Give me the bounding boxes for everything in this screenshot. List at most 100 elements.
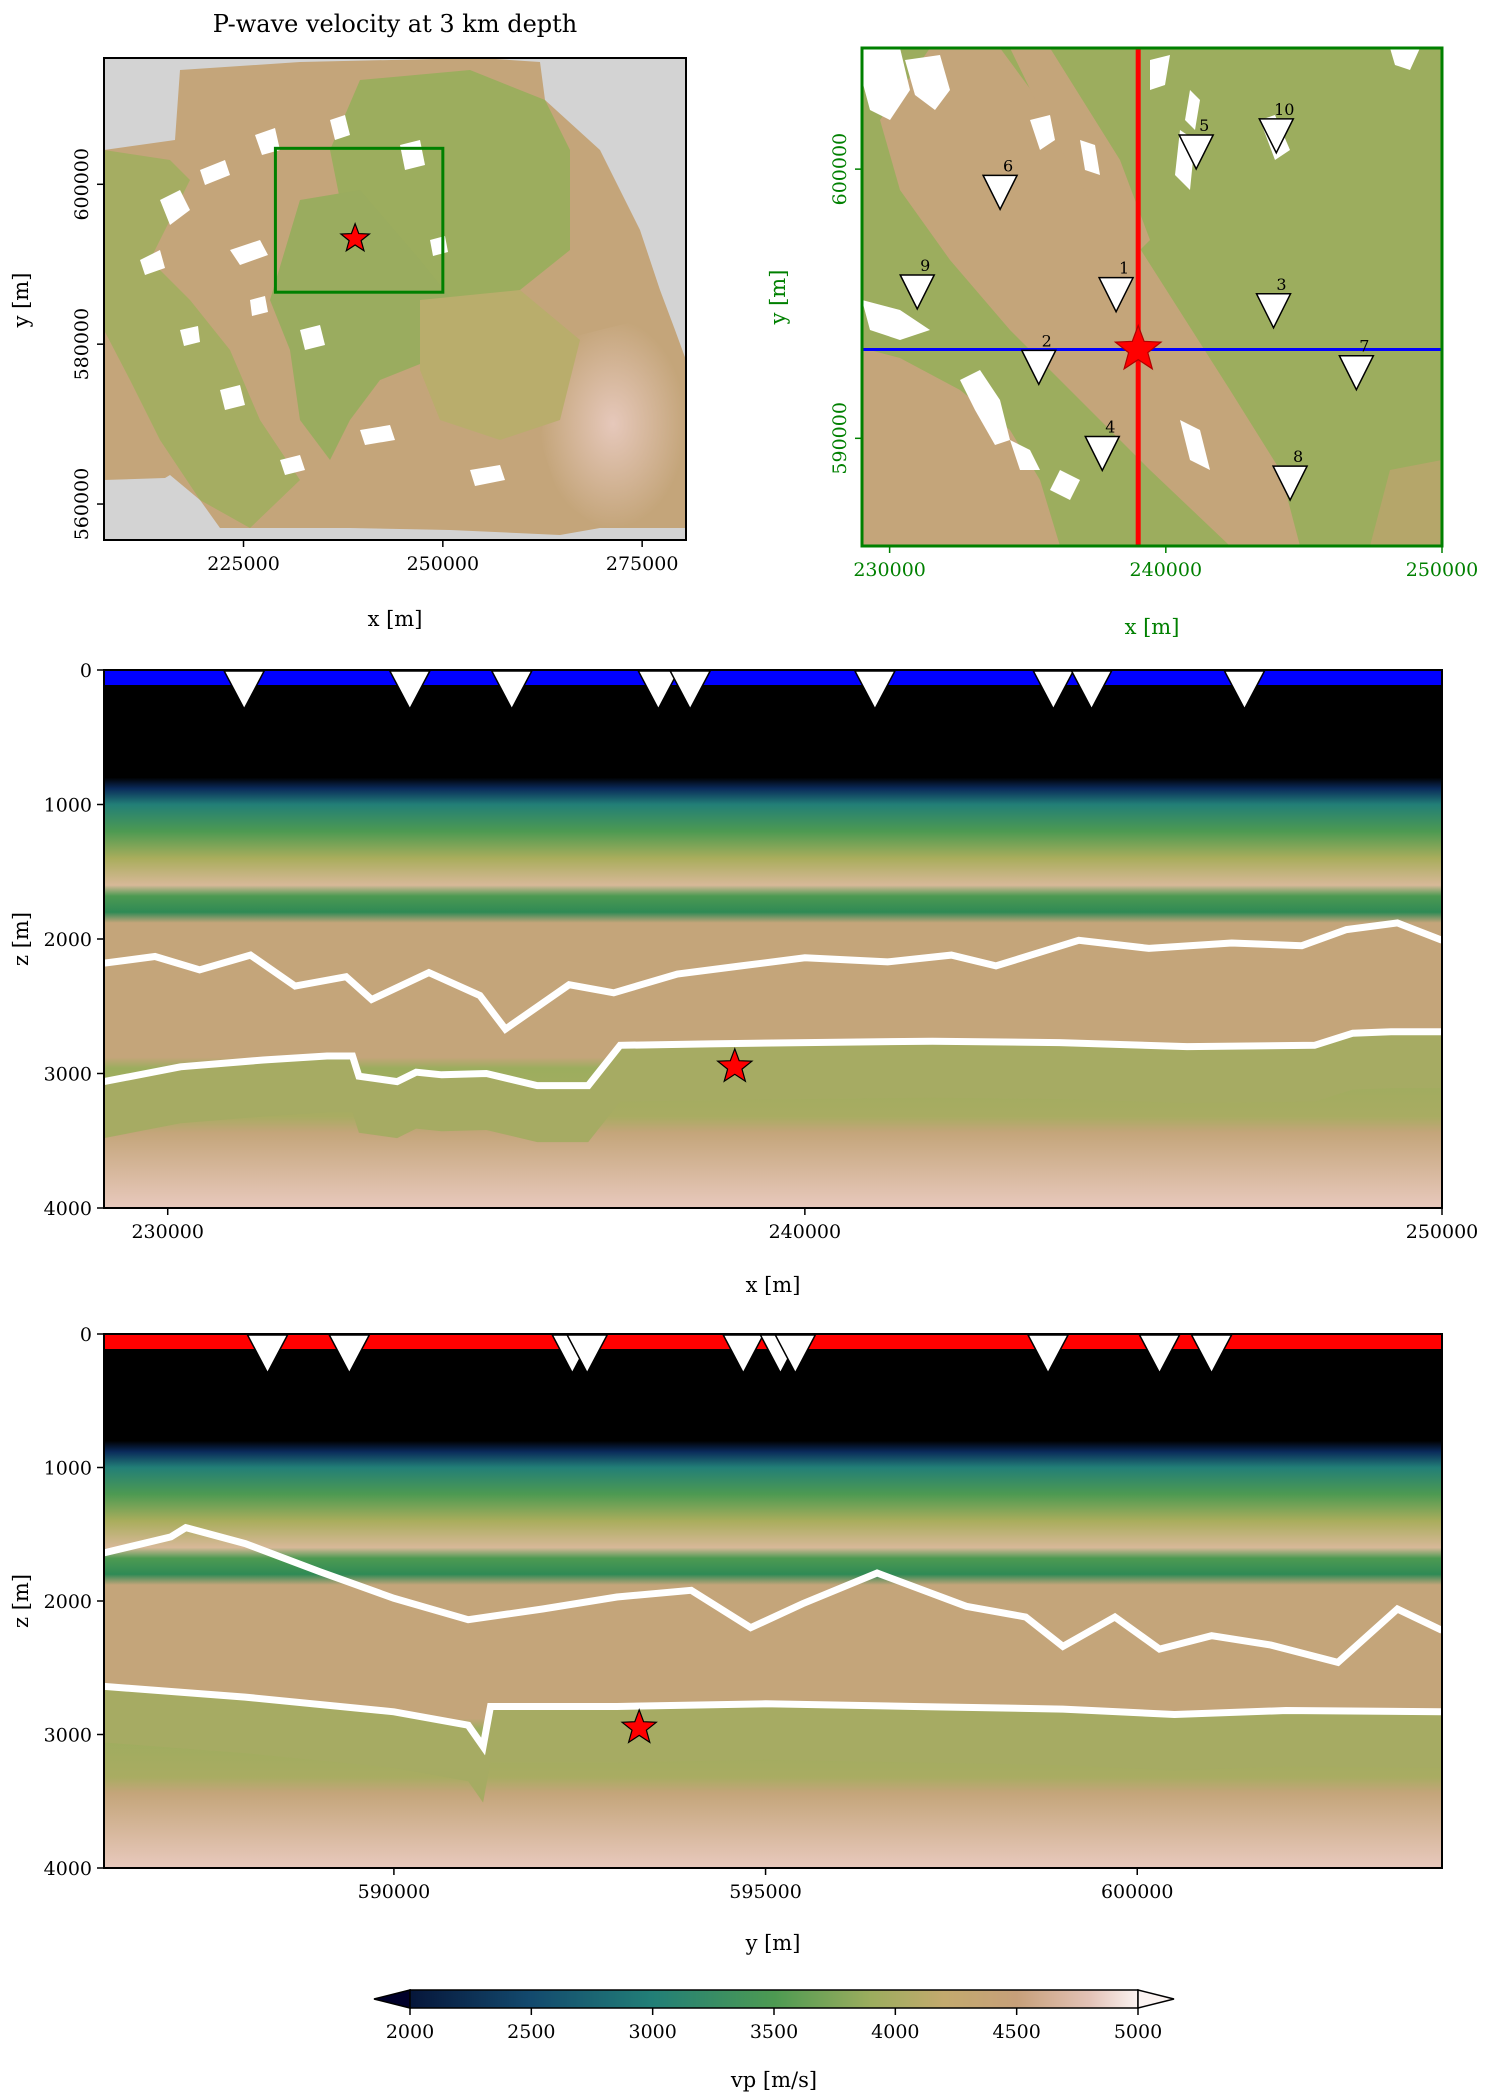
section-x-interface-deep xyxy=(104,1028,1442,1090)
map-source-star xyxy=(339,221,372,253)
map-y-tick-label: 600000 xyxy=(71,148,93,221)
map-title: P-wave velocity at 3 km depth xyxy=(213,10,577,38)
map-panel: P-wave velocity at 3 km depth xyxy=(9,10,687,631)
section-x-z-tick-label: 3000 xyxy=(44,1064,92,1086)
map-region-green-centre xyxy=(270,190,460,460)
zoom-x-ticks: 230000 240000 250000 xyxy=(853,546,1478,581)
zoom-ylabel: y [m] xyxy=(766,270,790,326)
section-x-field xyxy=(104,670,1442,1208)
map-x-tick-label: 275000 xyxy=(606,553,679,575)
section-y-x-ticks: 590000 595000 600000 xyxy=(358,1868,1174,1903)
zoom-xlabel: x [m] xyxy=(1125,615,1180,639)
map-x-tick-label: 225000 xyxy=(207,553,280,575)
map-ylabel: y [m] xyxy=(9,273,33,329)
map-region-green-w xyxy=(104,150,300,528)
station-label: 7 xyxy=(1359,337,1369,356)
map-zoom-box xyxy=(273,146,445,294)
source-star xyxy=(339,221,372,253)
section-x-x-ticks: 230000 240000 250000 xyxy=(131,1208,1478,1243)
section-x-interface-shallow xyxy=(104,919,1442,1034)
station-label: 1 xyxy=(1119,259,1129,278)
colorbar-bar xyxy=(409,1989,1139,2009)
section-y-z-tick-label: 0 xyxy=(80,1324,92,1346)
map-region-green-se xyxy=(420,290,580,440)
section-y-z-tick-label: 2000 xyxy=(44,1591,92,1613)
station-label: 9 xyxy=(920,256,930,275)
station-label: 10 xyxy=(1274,100,1294,119)
zoom-stations: 1 2 3 4 5 6 7 8 9 10 xyxy=(899,100,1375,502)
source-star xyxy=(1113,323,1163,371)
colorbar-tick-label: 3500 xyxy=(750,2021,798,2043)
station-label: 2 xyxy=(1042,331,1052,350)
colorbar-tick-label: 2500 xyxy=(507,2021,555,2043)
station-label: 4 xyxy=(1105,417,1115,436)
zoom-sand-band-ne xyxy=(1010,48,1150,260)
section-y-panel: 590000 595000 600000 0 1000 2000 3000 4000 y [… xyxy=(9,1324,1443,1955)
section-x-z-tick-label: 2000 xyxy=(44,929,92,951)
zoom-x-tick-label: 230000 xyxy=(853,559,926,581)
zoom-y-ticks: 590000 600000 xyxy=(829,133,862,475)
section-x-x-tick-label: 230000 xyxy=(131,1221,204,1243)
section-y-interface-shallow xyxy=(104,1523,1442,1667)
section-y-z-tick-label: 3000 xyxy=(44,1725,92,1747)
station-triangle xyxy=(1020,349,1057,387)
zoom-sand-patch-se xyxy=(1370,460,1442,546)
zoom-x-tick-label: 250000 xyxy=(1406,559,1479,581)
map-x-ticks: 225000 250000 275000 xyxy=(207,540,678,575)
station-triangle xyxy=(1271,465,1309,502)
section-y-source-star xyxy=(620,1708,658,1744)
map-region-sea xyxy=(540,320,686,528)
zoom-frame xyxy=(860,46,1444,548)
map-x-tick-label: 250000 xyxy=(407,553,480,575)
source-star xyxy=(716,1047,754,1083)
colorbar: 2000 2500 3000 3500 4000 4500 5000 vp [m/s] xyxy=(373,1989,1175,2092)
zoom-panel: 1 2 3 4 5 6 7 8 9 10 230000 240000 250000 590000 600… xyxy=(766,46,1478,639)
zoom-x-tick-label: 240000 xyxy=(1130,559,1203,581)
section-y-z-ticks: 0 1000 2000 3000 4000 xyxy=(44,1324,104,1880)
station-triangle xyxy=(1177,134,1215,171)
section-x-panel: 230000 240000 250000 0 1000 2000 3000 4000 x [… xyxy=(9,660,1478,1297)
zoom-white-gaps xyxy=(862,48,1420,500)
colorbar-tick-label: 3000 xyxy=(628,2021,676,2043)
section-y-field xyxy=(104,1334,1442,1868)
station-label: 5 xyxy=(1199,116,1209,135)
colorbar-extend-high xyxy=(1137,1989,1175,2009)
section-x-x-tick-label: 240000 xyxy=(769,1221,842,1243)
section-x-z-ticks: 0 1000 2000 3000 4000 xyxy=(44,660,104,1220)
station-triangle xyxy=(1084,435,1121,473)
station-triangle xyxy=(1255,293,1292,330)
map-xlabel: x [m] xyxy=(368,607,423,631)
zoom-velocity-field xyxy=(862,48,1442,546)
section-y-x-tick-label: 595000 xyxy=(729,1881,802,1903)
section-y-interface-deep xyxy=(104,1682,1442,1756)
section-y-x-tick-label: 600000 xyxy=(1101,1881,1174,1903)
section-x-z-tick-label: 4000 xyxy=(44,1198,92,1220)
section-y-x-tick-label: 590000 xyxy=(358,1881,431,1903)
section-x-x-tick-label: 250000 xyxy=(1406,1221,1479,1243)
zoom-sand-band-west xyxy=(862,348,1060,546)
section-x-z-tick-label: 0 xyxy=(80,660,92,682)
source-star xyxy=(620,1708,658,1744)
section-x-z-tick-label: 1000 xyxy=(44,795,92,817)
section-y-z-tick-label: 1000 xyxy=(44,1458,92,1480)
section-y-ylabel: z [m] xyxy=(9,1574,33,1628)
section-y-z-tick-label: 4000 xyxy=(44,1858,92,1880)
zoom-source-star xyxy=(1113,323,1163,371)
map-y-tick-label: 560000 xyxy=(71,468,93,541)
map-y-ticks: 560000 580000 600000 xyxy=(71,148,104,540)
map-y-tick-label: 580000 xyxy=(71,308,93,381)
station-triangle xyxy=(1097,276,1135,314)
colorbar-tick-label: 5000 xyxy=(1114,2021,1162,2043)
colorbar-label: vp [m/s] xyxy=(730,2068,817,2092)
section-y-deep-layer xyxy=(104,1686,1442,1803)
colorbar-tick-label: 4500 xyxy=(992,2021,1040,2043)
station-label: 8 xyxy=(1293,447,1303,466)
section-x-xlabel: x [m] xyxy=(746,1273,801,1297)
map-velocity-field xyxy=(104,58,686,535)
colorbar-tick-label: 2000 xyxy=(386,2021,434,2043)
map-frame xyxy=(103,57,687,541)
section-x-source-star xyxy=(716,1047,754,1083)
station-label: 6 xyxy=(1003,156,1013,175)
station-triangle xyxy=(899,274,936,311)
